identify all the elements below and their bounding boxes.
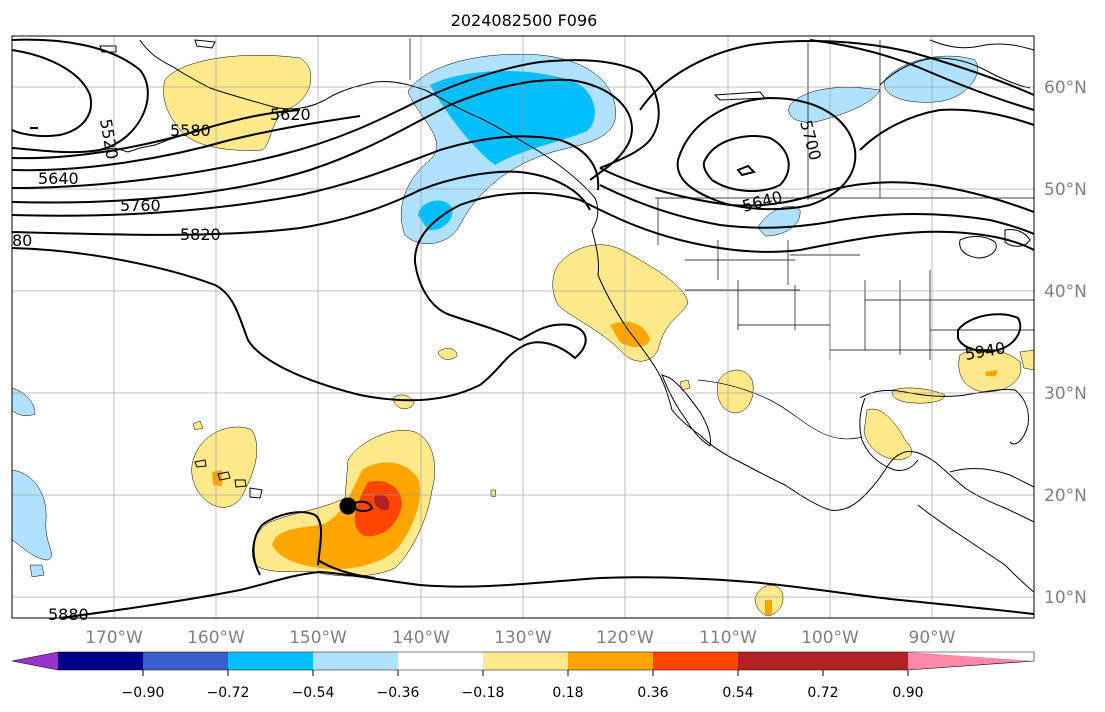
colorbar-tick-label: 0.72	[807, 685, 838, 701]
lat-label-40n: 40°N	[1044, 282, 1087, 302]
colorbar-tick-label: 0.18	[552, 685, 583, 701]
lon-label-100w: 100°W	[801, 628, 859, 648]
grid-lines	[12, 36, 1034, 618]
contour-label-5620: 5620	[270, 105, 311, 124]
lat-label-30n: 30°N	[1044, 384, 1087, 404]
longitude-labels: 170°W 160°W 150°W 140°W 130°W 120°W 110°…	[85, 628, 956, 648]
contour-label-5760: 5760	[120, 196, 161, 215]
map-frame	[11, 35, 1035, 619]
colorbar-ticks	[142, 670, 909, 676]
colorbar-segment	[738, 652, 823, 670]
lat-label-20n: 20°N	[1044, 486, 1087, 506]
lon-label-150w: 150°W	[289, 628, 347, 648]
colorbar-tick-label: −0.72	[207, 685, 250, 701]
colorbar-segment	[568, 652, 653, 670]
lat-label-10n: 10°N	[1044, 588, 1087, 608]
contour-label-80: 80	[12, 231, 32, 250]
latitude-labels: 60°N 50°N 40°N 30°N 20°N 10°N	[1044, 78, 1087, 608]
colorbar-segment	[58, 652, 143, 670]
colorbar-segment	[823, 652, 908, 670]
colorbar: −0.90 −0.72 −0.54 −0.36 −0.18 0.18 0.36 …	[11, 651, 1035, 701]
lon-label-140w: 140°W	[392, 628, 450, 648]
colorbar-extend-right	[908, 652, 1034, 670]
colorbar-segment	[398, 652, 483, 670]
height-contours	[11, 38, 1035, 619]
colorbar-tick-label: 0.90	[892, 685, 923, 701]
lat-label-50n: 50°N	[1044, 180, 1087, 200]
colorbar-tick-label: −0.90	[122, 685, 165, 701]
colorbar-extend-left	[12, 652, 58, 670]
colorbar-tick-label: −0.18	[462, 685, 505, 701]
lon-label-90w: 90°W	[909, 628, 956, 648]
lon-label-130w: 130°W	[494, 628, 552, 648]
contour-label-5640-west: 5640	[38, 169, 79, 188]
map-panel: 5520 5580 5620 5640 5760 5820 80 5640 57…	[11, 35, 1035, 624]
colorbar-segment	[143, 652, 228, 670]
lon-label-120w: 120°W	[596, 628, 654, 648]
contour-label-5580: 5580	[170, 121, 211, 140]
colorbar-segment	[313, 652, 398, 670]
lon-label-160w: 160°W	[187, 628, 245, 648]
contour-label-5820: 5820	[180, 225, 221, 244]
colorbar-segment	[228, 652, 313, 670]
map-title: 2024082500 F096	[451, 11, 598, 30]
political-borders	[409, 38, 1034, 440]
coastlines	[99, 39, 1035, 593]
colorbar-segment	[653, 652, 738, 670]
colorbar-tick-label: −0.54	[292, 685, 335, 701]
colorbar-segment	[483, 652, 568, 670]
lat-label-60n: 60°N	[1044, 78, 1087, 98]
lon-label-170w: 170°W	[85, 628, 143, 648]
lon-label-110w: 110°W	[699, 628, 757, 648]
colorbar-tick-label: −0.36	[377, 685, 420, 701]
colorbar-tick-label: 0.54	[722, 685, 753, 701]
contour-label-5880: 5880	[48, 605, 89, 624]
colorbar-tick-label: 0.36	[637, 685, 668, 701]
